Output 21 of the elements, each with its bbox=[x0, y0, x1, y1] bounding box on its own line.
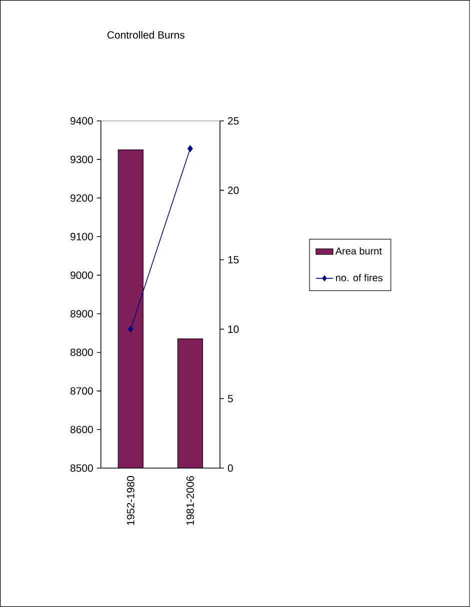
y2-tick-label: 10 bbox=[228, 326, 239, 333]
y-tick-label: 8500 bbox=[70, 464, 93, 472]
y-tick-label: 9200 bbox=[70, 194, 93, 202]
y-tick-label: 8600 bbox=[70, 426, 93, 434]
y2-tick-label: 5 bbox=[228, 395, 233, 402]
legend-label: no. of fires bbox=[336, 274, 383, 282]
x-tick-label: 1981-2006 bbox=[186, 476, 194, 525]
y-tick-label: 8900 bbox=[70, 310, 93, 318]
y2-tick-label: 20 bbox=[228, 186, 239, 194]
y-tick-label: 8700 bbox=[70, 387, 93, 395]
y-tick-label: 9100 bbox=[70, 232, 93, 240]
legend-label: Area burnt bbox=[335, 247, 382, 255]
y2-tick-label: 25 bbox=[228, 117, 239, 125]
y-tick-label: 9300 bbox=[70, 156, 93, 164]
y-tick-label: 9400 bbox=[70, 117, 93, 125]
y2-tick-label: 0 bbox=[228, 464, 233, 472]
y-tick-label: 9000 bbox=[70, 272, 93, 279]
y2-tick-label: 15 bbox=[228, 256, 239, 264]
x-tick-label: 1952-1980 bbox=[126, 476, 134, 525]
y-tick-label: 8800 bbox=[70, 348, 93, 356]
chart-title: Controlled Burns bbox=[107, 30, 185, 39]
